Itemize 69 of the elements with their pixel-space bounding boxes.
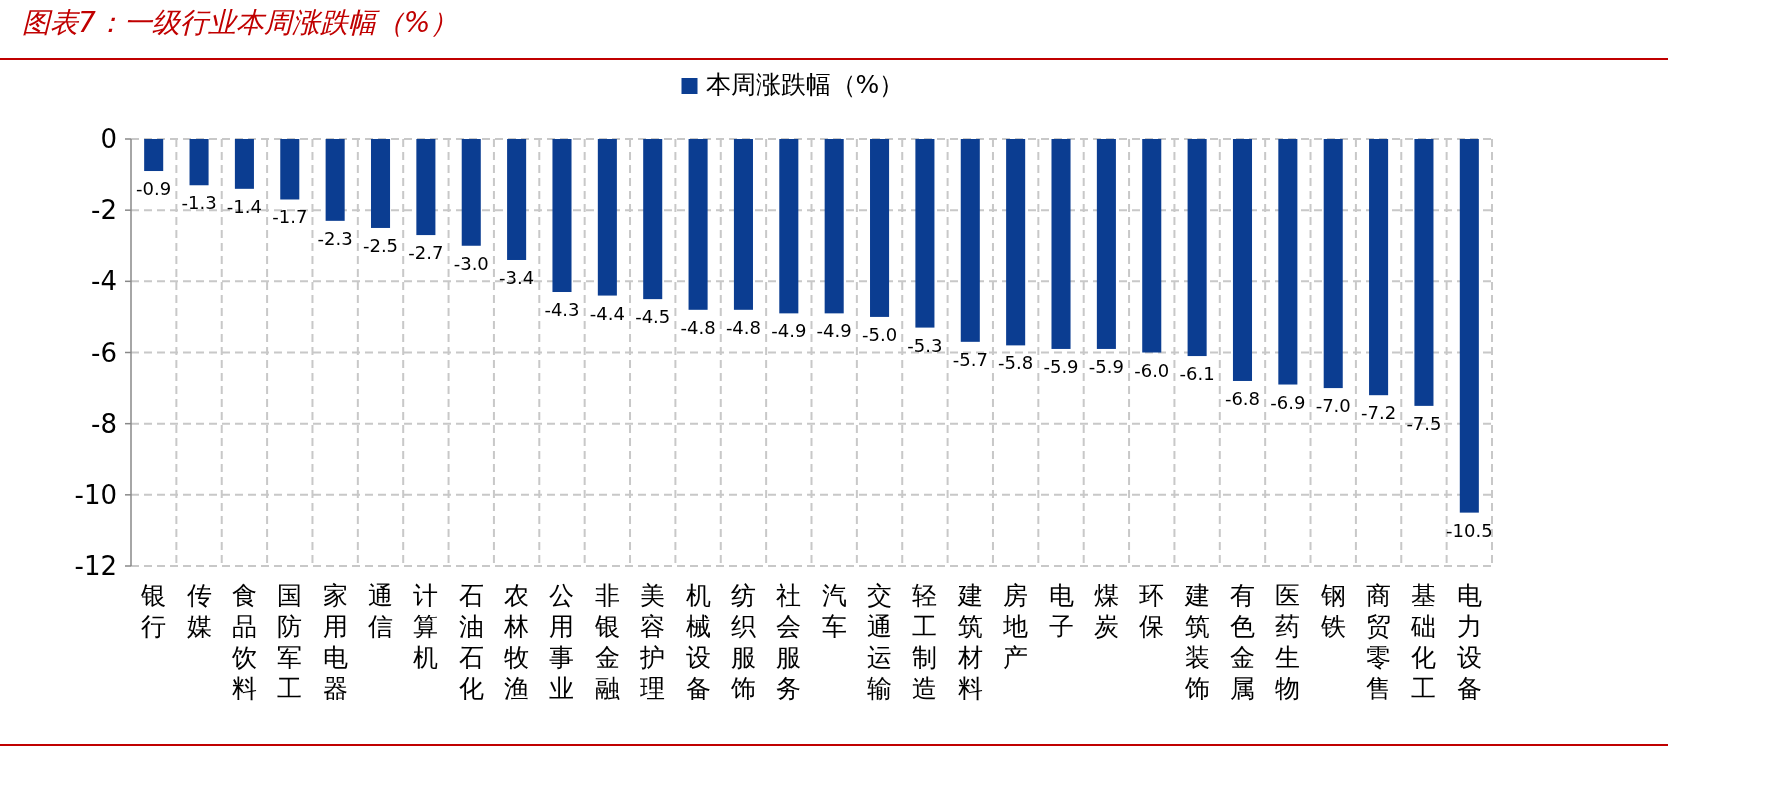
data-label: -3.4 xyxy=(499,266,535,288)
data-label: -1.3 xyxy=(181,192,217,214)
data-label: -1.4 xyxy=(226,195,262,217)
data-label: -5.8 xyxy=(998,352,1034,374)
x-tick-label: 银行 xyxy=(140,581,167,641)
data-label: -7.5 xyxy=(1406,412,1442,434)
legend-label: 本周涨跌幅（%） xyxy=(705,70,905,99)
x-tick-label: 房地产 xyxy=(1002,581,1029,672)
x-tick-label: 建筑材料 xyxy=(956,581,983,703)
x-tick-label: 轻工制造 xyxy=(912,581,938,703)
data-label: -5.7 xyxy=(952,348,988,370)
y-tick-label: -12 xyxy=(74,551,117,581)
data-label: -5.9 xyxy=(1088,355,1124,377)
x-tick-label: 医药生物 xyxy=(1275,581,1301,703)
data-label: -4.3 xyxy=(544,299,580,321)
x-tick-label: 国防军工 xyxy=(277,581,303,703)
data-label: -2.5 xyxy=(362,234,399,256)
data-label: -6.9 xyxy=(1270,391,1306,413)
x-tick-label: 机械设备 xyxy=(685,581,711,703)
y-tick-label: -4 xyxy=(91,266,117,297)
y-tick-label: -10 xyxy=(74,479,117,510)
x-tick-label: 通信 xyxy=(368,581,394,641)
data-label: -4.8 xyxy=(680,316,716,338)
x-tick-label: 钢铁 xyxy=(1319,581,1346,641)
data-label: -1.7 xyxy=(272,206,308,228)
x-tick-label: 商贸零售 xyxy=(1366,581,1392,703)
x-tick-label: 环保 xyxy=(1139,581,1165,641)
data-label: -2.3 xyxy=(317,227,353,249)
x-tick-label: 有色金属 xyxy=(1229,581,1255,703)
data-label: -5.9 xyxy=(1043,355,1079,377)
x-tick-label: 基础化工 xyxy=(1410,581,1437,703)
data-label: -6.8 xyxy=(1224,387,1261,409)
x-tick-label: 计算机 xyxy=(413,581,439,672)
x-tick-label: 建筑装饰 xyxy=(1183,581,1210,703)
x-tick-label: 公用事业 xyxy=(549,581,575,703)
x-tick-label: 美容护理 xyxy=(639,581,666,703)
x-tick-label: 交通运输 xyxy=(867,581,893,703)
x-tick-label: 社会服务 xyxy=(776,581,802,703)
y-tick-label: -2 xyxy=(91,195,117,226)
x-tick-label: 非银金融 xyxy=(593,581,620,703)
data-label: -4.4 xyxy=(589,302,625,324)
data-label: -5.0 xyxy=(861,323,898,345)
data-label: -5.3 xyxy=(907,334,943,356)
x-tick-label: 电子 xyxy=(1048,581,1074,641)
y-tick-label: -8 xyxy=(91,408,117,439)
x-tick-label: 石油石化 xyxy=(458,581,484,703)
data-label: -4.9 xyxy=(771,320,807,342)
x-tick-label: 纺织服饰 xyxy=(729,581,756,703)
data-label: -2.7 xyxy=(408,242,444,264)
y-tick-label: 0 xyxy=(100,124,117,154)
data-label: -6.1 xyxy=(1179,363,1215,385)
data-label: -7.0 xyxy=(1315,395,1351,417)
chart-title: 图表7：一级行业本周涨跌幅（%） xyxy=(22,6,459,39)
x-tick-label: 食品饮料 xyxy=(230,581,257,703)
data-label: -0.9 xyxy=(136,178,172,200)
x-tick-label: 农林牧渔 xyxy=(503,581,530,703)
x-tick-label: 电力设备 xyxy=(1456,581,1482,703)
x-tick-label: 传媒 xyxy=(186,581,212,641)
data-label: -4.8 xyxy=(725,316,762,338)
data-label: -4.5 xyxy=(635,306,671,328)
data-label: -6.0 xyxy=(1134,359,1170,381)
y-tick-label: -6 xyxy=(91,337,117,368)
x-tick-label: 汽车 xyxy=(821,581,847,641)
x-tick-label: 煤炭 xyxy=(1093,581,1119,641)
data-label: -7.2 xyxy=(1361,402,1397,424)
data-label: -4.9 xyxy=(816,320,852,342)
x-tick-label: 家用电器 xyxy=(322,581,348,703)
data-label: -10.5 xyxy=(1446,519,1493,541)
data-label: -3.0 xyxy=(453,252,489,274)
